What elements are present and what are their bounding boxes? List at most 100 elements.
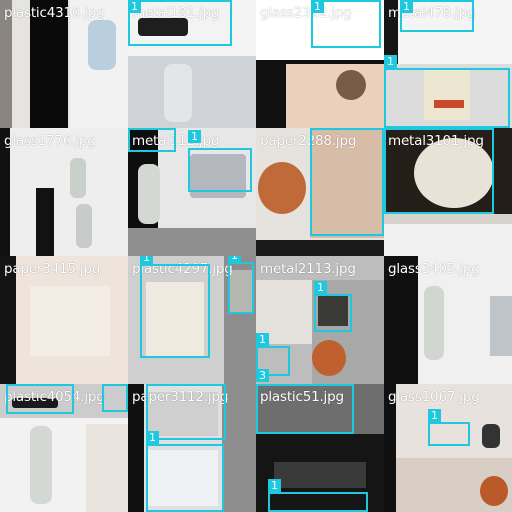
photo-region <box>0 0 12 128</box>
photo-region <box>384 224 512 256</box>
photo-region <box>384 256 418 384</box>
tile-metal478: metal478.jpg 1 1 <box>384 0 512 128</box>
tile-plastic4297: plastic4297.jpg 1 1 <box>128 256 256 384</box>
photo-region <box>0 256 16 384</box>
can-shape <box>318 296 348 326</box>
object-shape <box>258 162 306 214</box>
tile-filename: paper2288.jpg <box>260 133 357 149</box>
bottle-shape <box>76 204 92 248</box>
bounding-box <box>128 0 232 46</box>
photo-region <box>384 0 398 64</box>
photo-region <box>222 384 256 512</box>
bounding-box <box>428 422 470 446</box>
tile-filename: plastic51.jpg <box>260 389 344 405</box>
photo-region <box>384 384 396 512</box>
bounding-box <box>310 128 384 236</box>
bounding-box <box>146 384 226 440</box>
class-label: 1 <box>256 333 269 346</box>
label-shape <box>434 100 464 108</box>
object-shape <box>490 296 512 356</box>
tile-glass1776: glass1776.jpg <box>0 128 128 256</box>
tile-metal2113: metal2113.jpg 1 1 3 <box>256 256 384 384</box>
tile-paper2288: paper2288.jpg 3 <box>256 128 384 256</box>
bounding-box <box>128 128 176 152</box>
tile-plastic4316: plastic4316.jpg <box>0 0 128 128</box>
bounding-box <box>311 0 381 48</box>
photo-region <box>256 240 384 256</box>
can-lid-shape <box>138 18 188 36</box>
tile-filename: metal3101.jpg <box>388 133 484 149</box>
bounding-box <box>314 294 352 332</box>
class-label: 1 <box>268 479 281 492</box>
tile-paper3112: paper3112.jpg 1 1 <box>128 384 256 512</box>
bounding-box <box>400 0 474 32</box>
class-label: 1 <box>228 256 241 262</box>
tile-glass2362: glass2362.jpg 1 <box>256 0 384 128</box>
tile-metal3101: metal3101.jpg 1 <box>384 128 512 256</box>
photo-region <box>286 64 384 128</box>
tile-filename: glass1776.jpg <box>4 133 96 149</box>
bounding-box <box>102 384 128 412</box>
bounding-box <box>268 492 368 512</box>
tile-filename: plastic4054.jpg <box>4 389 105 405</box>
class-label: 1 <box>428 409 441 422</box>
bottle-shape <box>424 286 444 360</box>
object-shape <box>274 462 366 488</box>
tile-glass1067: glass1067.jpg 1 <box>384 384 512 512</box>
tile-filename: glass1067.jpg <box>388 389 480 405</box>
class-label: 1 <box>140 256 153 264</box>
photo-region <box>30 0 68 128</box>
class-label: 1 <box>188 130 201 143</box>
object-shape <box>480 476 508 506</box>
tile-glass3405: glass3405.jpg <box>384 256 512 384</box>
photo-region <box>128 228 256 256</box>
bounding-box <box>146 444 224 512</box>
object-shape <box>30 286 110 356</box>
class-label: 1 <box>384 55 397 68</box>
photo-region <box>36 188 54 256</box>
photo-region <box>310 128 384 238</box>
tile-metal181: metal181.jpg 1 <box>128 0 256 128</box>
bounding-box <box>384 128 494 214</box>
label-shape <box>146 282 204 356</box>
bounding-box <box>140 264 210 358</box>
photo-region <box>0 128 10 256</box>
label-shape <box>424 70 470 120</box>
bounding-box <box>256 346 290 376</box>
bottle-shape <box>88 20 116 70</box>
tile-filename: glass3405.jpg <box>388 261 480 277</box>
tile-filename: metal181.jpg <box>132 5 220 21</box>
photo-region <box>86 424 128 512</box>
tile-plastic4054: plastic4054.jpg 1 1 <box>0 384 128 512</box>
class-label: 1 <box>128 0 141 13</box>
object-shape <box>148 392 218 436</box>
tile-metal112: metal112.jpg 1 1 <box>128 128 256 256</box>
bounding-box <box>6 384 74 414</box>
bottle-shape <box>482 424 500 448</box>
bottle-shape <box>164 64 192 122</box>
bounding-box <box>384 68 510 128</box>
class-label: 1 <box>146 431 159 444</box>
tile-filename: glass2362.jpg <box>260 5 352 21</box>
bounding-box <box>188 148 252 192</box>
class-label: 1 <box>400 0 413 13</box>
object-shape <box>12 398 58 408</box>
bounding-box <box>256 384 354 434</box>
bottle-shape <box>30 426 52 504</box>
tile-filename: metal2113.jpg <box>260 261 356 277</box>
object-shape <box>312 340 346 376</box>
class-label: 1 <box>311 0 324 13</box>
tile-plastic51: plastic51.jpg 1 <box>256 384 384 512</box>
photo-region <box>128 384 144 512</box>
tile-filename: plastic4316.jpg <box>4 5 105 21</box>
bottle-shape <box>138 164 160 224</box>
label-shape <box>414 138 494 208</box>
tile-filename: paper3112.jpg <box>132 389 229 405</box>
tile-paper3415: paper3415.jpg <box>0 256 128 384</box>
photo-region <box>256 384 384 434</box>
object-shape <box>228 270 252 312</box>
paper-shape <box>148 450 218 506</box>
photo-region <box>128 56 256 128</box>
class-label: 3 <box>256 369 269 382</box>
